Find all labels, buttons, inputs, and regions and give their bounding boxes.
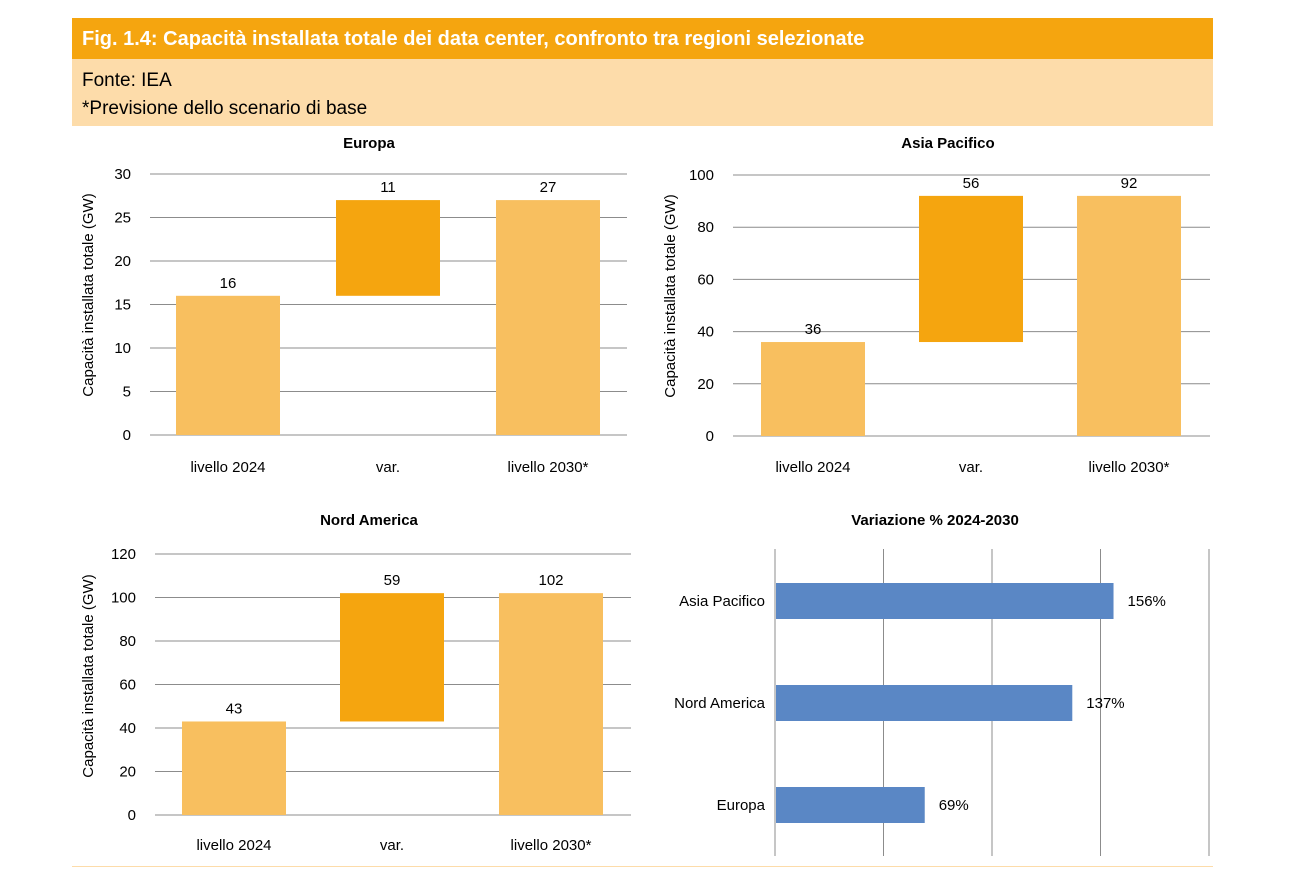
x-category-label-europa: livello 2030* [508,459,589,476]
data-label-variazione: 69% [939,797,969,814]
y-tick-label-nord-america: 80 [119,633,136,650]
x-category-label-nord-america: livello 2030* [511,837,592,854]
y-tick-label-nord-america: 60 [119,677,136,694]
y-tick-label-europa: 25 [114,210,131,227]
y-tick-label-asia-pacifico: 40 [697,324,714,341]
data-label-variazione: 137% [1086,695,1124,712]
bar-variation-asia-pacifico [919,195,1023,343]
data-label-asia-pacifico: 56 [963,175,980,192]
y-tick-label-asia-pacifico: 100 [689,167,714,184]
y-tick-label-europa: 15 [114,297,131,314]
data-label-nord-america: 59 [384,572,401,589]
bar-2024-asia-pacifico [761,342,865,436]
hbar-asia-pacifico [776,583,1114,619]
chart-title-asia-pacifico: Asia Pacifico [901,135,994,152]
data-label-nord-america: 102 [538,572,563,589]
figure-title: Fig. 1.4: Capacità installata totale dei… [82,28,865,50]
x-category-label-europa: var. [376,459,400,476]
y-axis-label-nord-america: Capacità installata totale (GW) [80,574,97,777]
y-tick-label-nord-america: 20 [119,764,136,781]
y-tick-label-nord-america: 0 [128,807,136,824]
bar-2030-asia-pacifico [1077,195,1181,436]
bar-2030-europa [496,200,600,435]
bar-variation-europa [336,200,440,296]
bottom-divider [72,866,1213,867]
data-label-asia-pacifico: 36 [805,321,822,338]
figure-title-banner: Fig. 1.4: Capacità installata totale dei… [72,18,1213,59]
chart-title-variazione: Variazione % 2024-2030 [851,512,1019,529]
y-category-label-variazione: Asia Pacifico [679,593,765,610]
y-tick-label-asia-pacifico: 60 [697,271,714,288]
bar-2024-europa [176,295,280,435]
data-label-asia-pacifico: 92 [1121,175,1138,192]
x-category-label-nord-america: livello 2024 [196,837,271,854]
y-tick-label-asia-pacifico: 0 [706,428,714,445]
x-category-label-asia-pacifico: livello 2024 [775,459,850,476]
note-text: *Previsione dello scenario di base [82,98,368,119]
chart-title-europa: Europa [343,135,395,152]
y-tick-label-asia-pacifico: 20 [697,376,714,393]
source-text: Fonte: IEA [82,70,172,91]
y-axis-label-asia-pacifico: Capacità installata totale (GW) [662,194,679,397]
y-tick-label-europa: 5 [123,384,131,401]
y-tick-label-asia-pacifico: 80 [697,219,714,236]
x-category-label-nord-america: var. [380,837,404,854]
hbar-nord-america [776,685,1073,721]
bar-2024-nord-america [182,721,286,815]
data-label-nord-america: 43 [226,700,243,717]
figure-subheader: Fonte: IEA *Previsione dello scenario di… [72,59,1213,126]
y-category-label-variazione: Nord America [674,695,766,712]
y-tick-label-nord-america: 40 [119,720,136,737]
y-tick-label-europa: 30 [114,166,131,183]
bar-2030-nord-america [499,593,603,815]
bar-variation-nord-america [340,593,444,722]
y-axis-label-europa: Capacità installata totale (GW) [80,193,97,396]
y-tick-label-nord-america: 100 [111,590,136,607]
data-label-europa: 11 [380,179,396,196]
chart-title-nord-america: Nord America [320,512,418,529]
y-category-label-variazione: Europa [717,797,766,814]
x-category-label-asia-pacifico: livello 2030* [1089,459,1170,476]
data-label-variazione: 156% [1128,593,1166,610]
y-tick-label-europa: 0 [123,427,131,444]
data-label-europa: 27 [540,179,557,196]
hbar-europa [776,787,925,823]
y-tick-label-europa: 10 [114,340,131,357]
x-category-label-asia-pacifico: var. [959,459,983,476]
y-tick-label-nord-america: 120 [111,546,136,563]
y-tick-label-europa: 20 [114,253,131,270]
x-category-label-europa: livello 2024 [190,459,265,476]
data-label-europa: 16 [220,275,237,292]
